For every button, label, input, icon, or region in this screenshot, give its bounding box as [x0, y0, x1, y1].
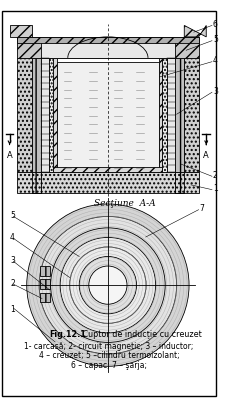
Text: 6 – capac; 7 – şarja;: 6 – capac; 7 – şarja; — [71, 361, 146, 370]
Bar — [31, 171, 41, 193]
Circle shape — [27, 204, 188, 366]
Polygon shape — [10, 25, 31, 37]
Bar — [40, 266, 49, 276]
Text: A: A — [7, 151, 12, 160]
Text: 3: 3 — [212, 87, 217, 96]
Bar — [166, 58, 174, 171]
Text: A: A — [202, 151, 208, 160]
Circle shape — [60, 237, 155, 333]
Bar — [183, 58, 198, 171]
Text: 3: 3 — [10, 256, 15, 265]
Circle shape — [88, 266, 126, 304]
Bar — [162, 58, 166, 171]
Text: 4: 4 — [10, 233, 15, 242]
Bar — [17, 171, 198, 193]
Bar — [41, 58, 49, 171]
Text: Cuptor de inducţie cu creuzet: Cuptor de inducţie cu creuzet — [80, 330, 201, 339]
Text: Secţiune  A-A: Secţiune A-A — [94, 199, 155, 208]
Bar — [174, 171, 183, 193]
Text: 7: 7 — [199, 204, 204, 213]
Bar — [31, 58, 41, 171]
Text: 4: 4 — [212, 56, 217, 65]
Bar — [158, 58, 162, 171]
Text: 1: 1 — [10, 304, 15, 313]
Bar — [57, 62, 158, 171]
Bar — [53, 167, 162, 171]
Bar — [49, 58, 53, 171]
Polygon shape — [183, 25, 205, 37]
Bar — [17, 37, 198, 43]
Bar — [174, 58, 183, 171]
Circle shape — [39, 217, 176, 354]
Bar — [40, 293, 49, 302]
Text: 2: 2 — [212, 171, 217, 180]
Text: 1: 1 — [212, 184, 217, 193]
Text: 4 – creuzet; 5 –cilindru termoizolant;: 4 – creuzet; 5 –cilindru termoizolant; — [38, 351, 178, 360]
Text: Fig.12.1: Fig.12.1 — [49, 330, 86, 339]
Circle shape — [50, 228, 164, 342]
Text: 1- carcasă; 2- circuit magnetic; 3 – inductor;: 1- carcasă; 2- circuit magnetic; 3 – ind… — [24, 342, 193, 351]
Bar — [40, 280, 49, 289]
Bar — [53, 58, 57, 171]
Text: 5: 5 — [212, 35, 217, 44]
Text: 5: 5 — [10, 211, 15, 220]
Bar — [41, 37, 174, 58]
Circle shape — [79, 256, 136, 314]
Bar — [17, 58, 31, 171]
Bar — [17, 37, 198, 58]
Circle shape — [69, 247, 146, 323]
Text: 2: 2 — [10, 279, 15, 288]
Text: 6: 6 — [212, 20, 217, 29]
